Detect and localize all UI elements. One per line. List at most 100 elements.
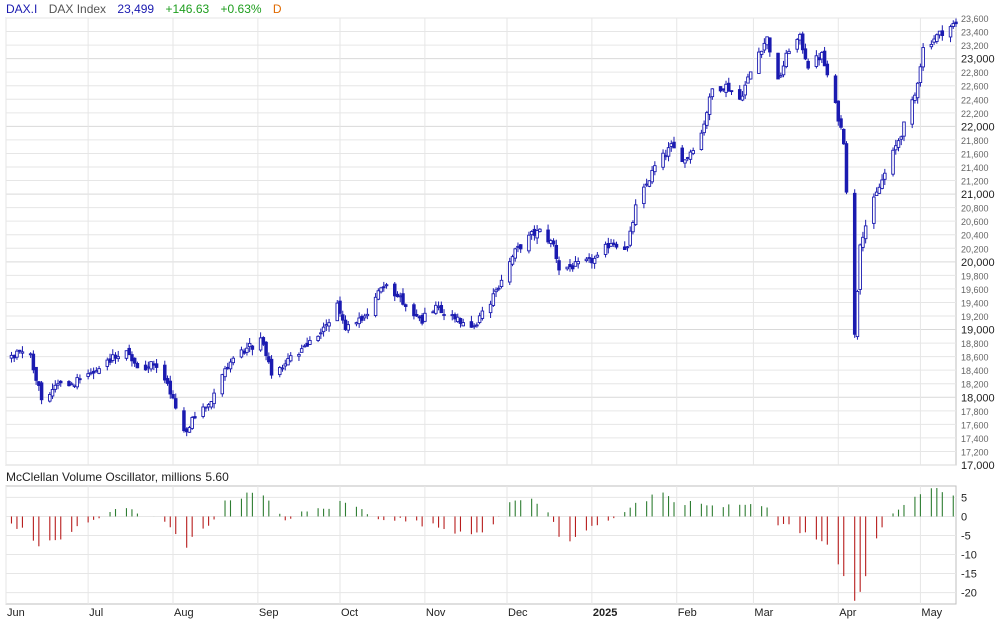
candle — [748, 71, 753, 80]
quote-header: DAX.I DAX Index 23,499 +146.63 +0.63% D — [6, 2, 290, 16]
candle-body — [787, 50, 791, 55]
candle — [439, 301, 444, 314]
candle — [842, 128, 846, 145]
candle — [56, 379, 60, 390]
candle — [59, 380, 63, 387]
symbol-label[interactable]: DAX.I — [6, 2, 38, 16]
candle-body — [417, 316, 422, 319]
y-tick-label: 18,600 — [961, 353, 989, 363]
candle-body — [187, 427, 192, 433]
candle — [510, 254, 515, 267]
candle — [308, 336, 312, 346]
candle — [803, 43, 808, 61]
candle — [800, 31, 805, 54]
candle — [776, 52, 780, 80]
candle-body — [718, 86, 723, 92]
candle-body — [762, 42, 767, 51]
candle — [806, 58, 810, 70]
candle-body — [568, 264, 572, 268]
candle-body — [480, 310, 485, 319]
candle-body — [414, 314, 419, 317]
candle — [910, 96, 914, 129]
candle-body — [784, 52, 789, 68]
candle — [852, 189, 857, 338]
candle — [319, 328, 323, 340]
period-selector[interactable]: D — [272, 2, 282, 16]
candle-body — [321, 326, 326, 333]
candle-body — [948, 26, 953, 38]
candle — [727, 77, 731, 92]
candle-body — [822, 50, 827, 67]
candle-body — [450, 314, 455, 317]
candle — [250, 344, 255, 356]
candle-body — [499, 279, 504, 288]
x-tick-label: May — [921, 607, 942, 619]
candle-body — [228, 361, 233, 370]
candle-body — [305, 342, 309, 347]
candle — [231, 356, 235, 366]
candle-body — [633, 204, 638, 225]
x-tick-label: Mar — [754, 607, 773, 619]
candle-body — [653, 165, 657, 173]
candle — [746, 73, 750, 84]
candle — [628, 226, 632, 248]
candle-body — [699, 132, 704, 150]
candle — [15, 349, 19, 360]
candle-body — [565, 266, 569, 270]
candle-body — [759, 50, 764, 55]
price-chart[interactable]: 17,000 17,200 17,400 17,600 17,800 18,000 18,2… — [0, 0, 1000, 470]
candle-body — [278, 367, 282, 376]
y-tick-label: 21,400 — [961, 163, 989, 173]
candle — [921, 43, 925, 71]
candle — [247, 338, 252, 353]
candle — [836, 100, 841, 126]
candle-body — [373, 296, 378, 316]
candle-body — [182, 410, 186, 432]
candle-body — [554, 244, 559, 260]
candle-body — [152, 363, 156, 366]
candle-body — [685, 157, 690, 159]
candle — [97, 365, 101, 375]
candle-body — [603, 243, 608, 255]
candle-body — [628, 230, 632, 246]
candle-body — [15, 350, 19, 358]
candle — [220, 373, 225, 397]
candle-body — [50, 389, 55, 397]
candle-body — [592, 257, 597, 264]
candle — [861, 231, 865, 252]
oscillator-frame — [5, 485, 957, 605]
candle-body — [779, 75, 783, 78]
candle-body — [91, 370, 96, 374]
plot-frame — [5, 17, 957, 466]
candle-body — [491, 293, 496, 306]
candle-body — [31, 353, 36, 371]
candle — [683, 159, 687, 168]
candle-body — [220, 374, 225, 395]
candle-body — [168, 380, 173, 395]
candle-body — [803, 48, 808, 60]
candle-body — [212, 392, 216, 405]
candle — [688, 149, 693, 164]
candle — [182, 407, 186, 433]
candle-body — [247, 342, 252, 348]
candle — [527, 231, 531, 254]
candle — [880, 174, 884, 190]
oscillator-title: McClellan Volume Oscillator, millions 5.6… — [6, 470, 233, 484]
candle-body — [395, 293, 400, 298]
candle-body — [360, 315, 364, 321]
candle-body — [584, 258, 589, 262]
candle-body — [299, 348, 304, 353]
candle-body — [902, 121, 906, 137]
candle-body — [184, 428, 189, 433]
candle-body — [497, 287, 501, 290]
candle — [34, 366, 38, 385]
candle — [278, 366, 282, 378]
candle — [412, 302, 416, 320]
candle — [201, 403, 205, 419]
candle-body — [302, 345, 307, 348]
candle-body — [154, 363, 159, 368]
candle — [622, 241, 627, 250]
candle — [280, 364, 285, 372]
candle — [130, 351, 134, 367]
candle — [171, 390, 175, 400]
